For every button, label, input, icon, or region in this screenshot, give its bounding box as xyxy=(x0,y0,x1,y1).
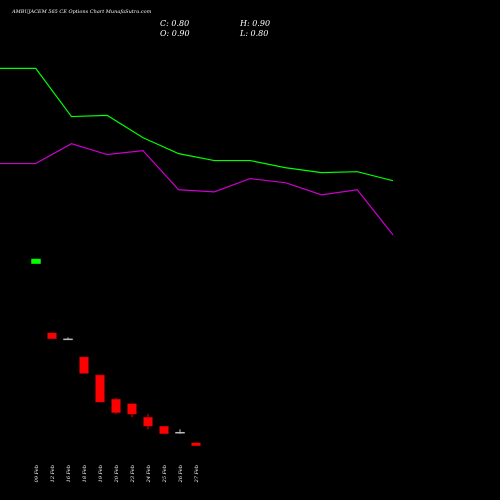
candle-body xyxy=(143,416,153,427)
candle-body xyxy=(159,425,169,434)
candle-body xyxy=(47,332,57,340)
ohlc-label: C: 0.80 xyxy=(160,19,189,28)
candle-body xyxy=(111,398,121,413)
ohlc-label: O: 0.90 xyxy=(160,29,190,38)
line-series xyxy=(0,143,394,236)
candle-body xyxy=(95,374,105,403)
ohlc-label: L: 0.80 xyxy=(239,29,268,38)
candle-body xyxy=(127,403,137,415)
x-tick-label: 25 Feb xyxy=(162,465,168,483)
x-tick-label: 20 Feb xyxy=(114,465,120,483)
x-tick-label: 27 Feb xyxy=(194,465,200,483)
x-tick-label: 24 Feb xyxy=(146,465,152,483)
ohlc-label: H: 0.90 xyxy=(239,19,270,28)
x-tick-label: 19 Feb xyxy=(98,465,104,482)
candle-body xyxy=(31,258,41,264)
candle-body xyxy=(191,442,201,447)
x-tick-label: 16 Feb xyxy=(66,465,72,482)
candle-body xyxy=(79,356,89,374)
x-tick-label: 09 Feb xyxy=(34,465,40,482)
chart-title: AMBUJACEM 565 CE Options Chart MunafaSut… xyxy=(11,9,152,15)
x-tick-label: 26 Feb xyxy=(178,465,184,483)
candle-body xyxy=(63,338,73,341)
x-tick-label: 23 Feb xyxy=(130,465,136,483)
x-tick-label: 18 Feb xyxy=(82,465,88,482)
candle-body xyxy=(175,431,185,434)
x-tick-label: 12 Feb xyxy=(50,465,56,482)
line-series xyxy=(0,67,394,182)
